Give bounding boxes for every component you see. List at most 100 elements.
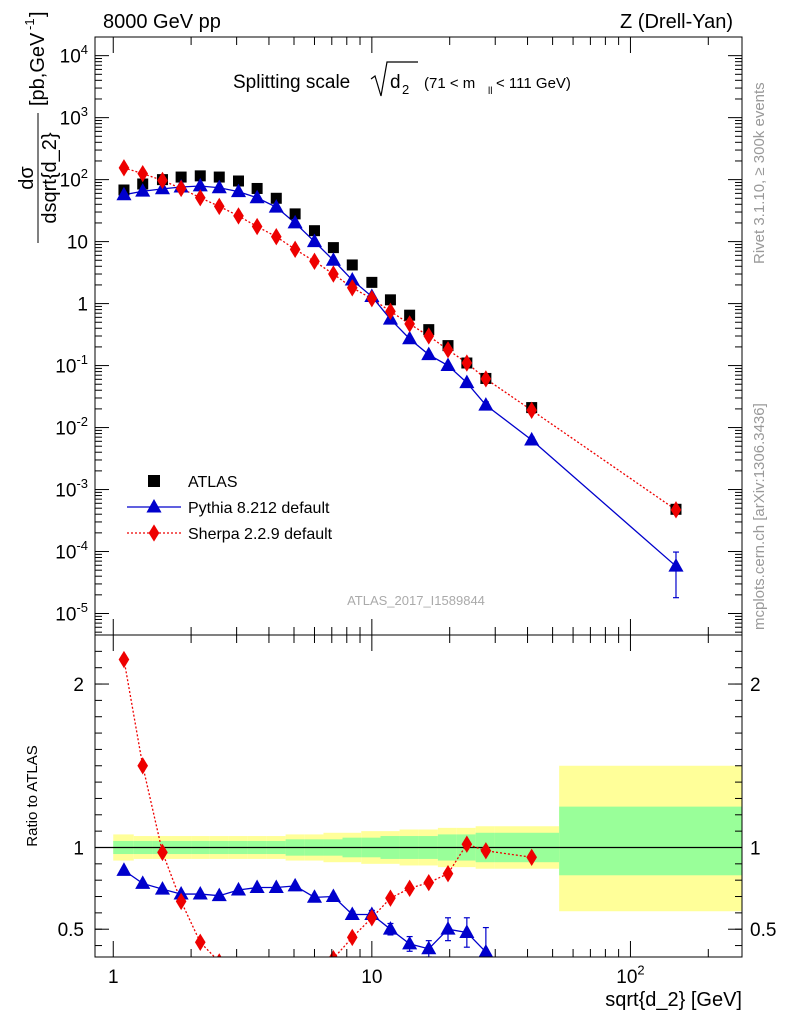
header-left: 8000 GeV pp — [103, 11, 221, 33]
pythia-point — [478, 397, 494, 411]
ratio-pythia-point — [440, 921, 456, 935]
ratio-pythia-point — [211, 887, 227, 902]
ratio-ytick-label-right: 0.5 — [750, 920, 776, 941]
header-right: Z (Drell-Yan) — [620, 11, 733, 33]
rivet-label: Rivet 3.1.10, ≥ 300k events — [751, 82, 768, 264]
ratio-pythia-point — [344, 906, 360, 920]
sherpa-point — [526, 401, 537, 419]
atlas-point — [366, 276, 378, 288]
sherpa-point — [251, 217, 263, 236]
sherpa-point — [670, 501, 682, 519]
ratio-sherpa-point — [216, 953, 222, 957]
main-ytick-label: 1 — [77, 295, 88, 316]
ratio-sherpa-point — [385, 889, 396, 907]
sherpa-line — [123, 167, 677, 511]
ratio-pythia-point — [249, 879, 265, 893]
pythia-point — [524, 431, 540, 446]
atlas-point — [404, 309, 416, 321]
sherpa-point — [366, 290, 378, 308]
pythia-point — [421, 346, 437, 361]
ratio-sherpa-point — [137, 757, 149, 775]
plot-title-main: Splitting scale — [233, 72, 350, 93]
ratio-pythia-point — [478, 944, 494, 957]
legend-pythia-marker — [146, 498, 162, 513]
plot-title-range-prefix: (71 < m — [424, 75, 475, 92]
sherpa-point — [118, 159, 130, 177]
ratio-ytick-label-right: 1 — [750, 838, 761, 859]
ratio-sherpa-point — [329, 949, 338, 957]
ratio-sherpa-point — [157, 843, 168, 862]
ratio-sherpa-point — [194, 933, 206, 951]
legend-label: Sherpa 2.2.9 default — [188, 526, 333, 543]
ratio-ytick-label-left: 1 — [73, 838, 84, 859]
sherpa-point — [442, 341, 454, 359]
sherpa-point — [423, 327, 435, 345]
ratio-sherpa-line — [123, 659, 532, 957]
sherpa-point — [137, 164, 149, 183]
pythia-point — [211, 179, 227, 194]
pythia-point — [344, 271, 360, 286]
ylabel-unit-exponent: -1 — [22, 18, 37, 30]
mcplots-label: mcplots.cern.ch [arXiv:1306.3436] — [751, 403, 768, 630]
legend-sherpa-marker — [148, 524, 160, 542]
main-ylabel: dσ dsqrt{d_2} [pb,GeV -1 ] — [16, 11, 61, 243]
main-frame — [94, 36, 743, 636]
pythia-line — [123, 185, 677, 567]
pythia-point — [116, 186, 132, 201]
ratio-sherpa-point — [366, 909, 378, 927]
sherpa-point — [233, 207, 244, 225]
main-ytick-label: 103 — [60, 104, 88, 130]
plot-title: Splitting scale d 2 (71 < m ll < 111 GeV… — [233, 61, 571, 97]
main-ytick-label: 10-4 — [55, 538, 88, 564]
pythia-point — [268, 199, 284, 213]
ratio-pythia-point — [287, 877, 303, 892]
atlas-point — [175, 171, 187, 183]
ratio-pythia-point — [382, 921, 398, 935]
sherpa-point — [309, 252, 320, 271]
ratio-ytick-label-left: 0.5 — [58, 920, 84, 941]
atlas-point — [346, 259, 358, 271]
ratio-xtick-label: 1 — [108, 967, 119, 988]
ratio-sherpa-point — [271, 978, 282, 995]
ratio-sherpa-point — [423, 873, 435, 892]
sherpa-point — [194, 189, 206, 207]
ratio-pythia-point — [268, 879, 284, 893]
uncertainty-band-inner — [559, 806, 742, 876]
legend-atlas-marker — [148, 475, 160, 487]
atlas-point — [308, 225, 320, 237]
ratio-pythia-point — [230, 881, 247, 896]
main-ytick-label: 10-5 — [55, 600, 88, 626]
sherpa-point — [157, 171, 168, 190]
atlas-point — [232, 175, 244, 187]
ratio-sherpa-point — [252, 973, 263, 990]
atlas-point — [289, 208, 301, 220]
sherpa-point — [328, 265, 339, 283]
ratio-sherpa-point — [290, 979, 301, 996]
pythia-point — [287, 214, 303, 229]
ratio-pythia-point — [306, 889, 323, 903]
ratio-pythia-point — [135, 875, 151, 889]
ratio-panel: 0.5 0.5 1 1 2 2 1 10 102 Ratio to ATLAS sqrt{d_2… — [24, 634, 776, 1011]
atlas-point — [213, 171, 225, 183]
sherpa-point — [289, 240, 301, 259]
pythia-point — [135, 183, 151, 197]
main-ytick-label: 104 — [60, 42, 88, 68]
ratio-ytick-label-right: 2 — [750, 675, 761, 696]
pythia-point — [459, 374, 475, 389]
ratio-sherpa-point — [233, 966, 244, 983]
pythia-point — [249, 189, 265, 204]
sherpa-point — [404, 315, 415, 333]
ratio-pythia-point — [192, 886, 208, 900]
pythia-point — [192, 177, 208, 192]
ratio-sherpa-point — [118, 650, 130, 669]
sherpa-point — [385, 302, 396, 321]
ratio-sherpa-point — [461, 835, 473, 853]
ratio-pythia-point — [154, 881, 171, 895]
sherpa-point — [270, 228, 282, 246]
ylabel-unit-close: ] — [27, 11, 49, 17]
pythia-point — [325, 252, 341, 266]
legend-label: Pythia 8.212 default — [188, 500, 330, 517]
legend: ATLAS Pythia 8.212 default Sherpa 2.2.9 de… — [127, 474, 333, 543]
sherpa-point — [461, 354, 473, 372]
